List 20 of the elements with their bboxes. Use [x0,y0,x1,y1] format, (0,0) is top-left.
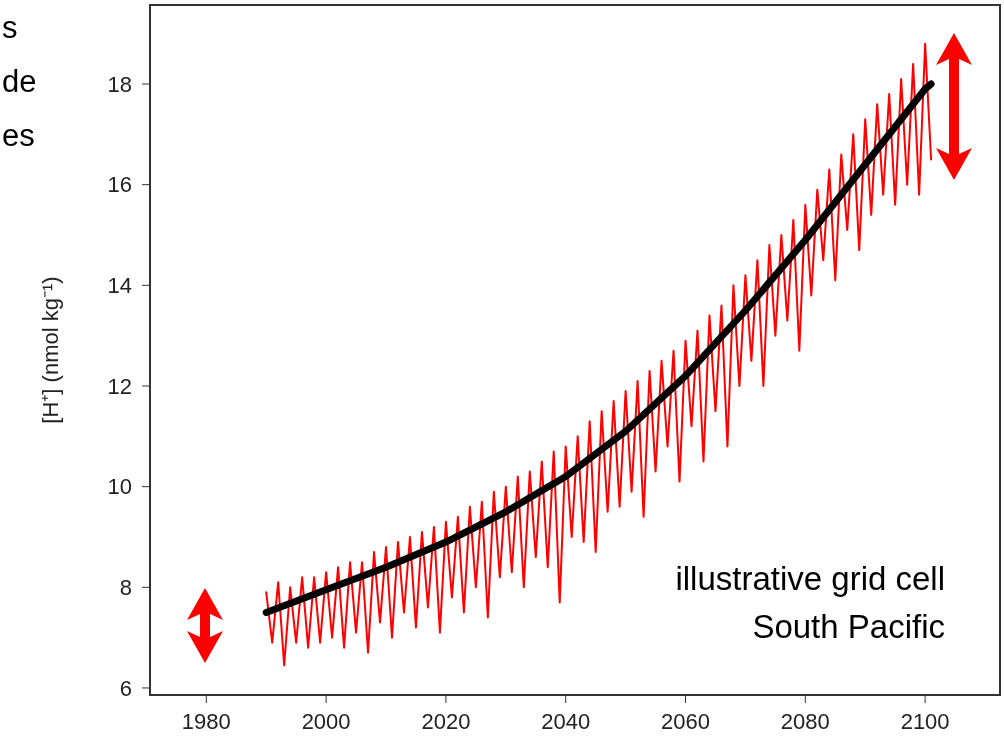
x-tick-label: 2040 [541,709,591,734]
text: es [2,118,35,153]
y-tick-label: 14 [107,273,132,299]
y-tick-label: 8 [119,575,132,600]
x-tick-label: 2100 [900,709,950,734]
y-axis-title: [H⁺] (nmol kg⁻¹) [38,276,63,424]
x-tick-label: 2080 [780,709,830,734]
annotation: illustrative grid cell [675,560,945,597]
x-tick-label: 2020 [421,709,471,734]
x-tick-label: 1980 [181,709,231,734]
y-tick-label: 12 [107,373,132,399]
y-tick-label: 18 [107,71,132,97]
y-tick-label: 10 [107,474,132,500]
x-tick-label: 2000 [301,709,351,734]
y-tick-label: 6 [119,675,132,701]
y-tick-label: 16 [107,172,132,198]
text: s [2,10,18,45]
annotation: South Pacific [752,608,945,645]
x-tick-label: 2060 [661,709,710,734]
text: de [2,64,37,99]
